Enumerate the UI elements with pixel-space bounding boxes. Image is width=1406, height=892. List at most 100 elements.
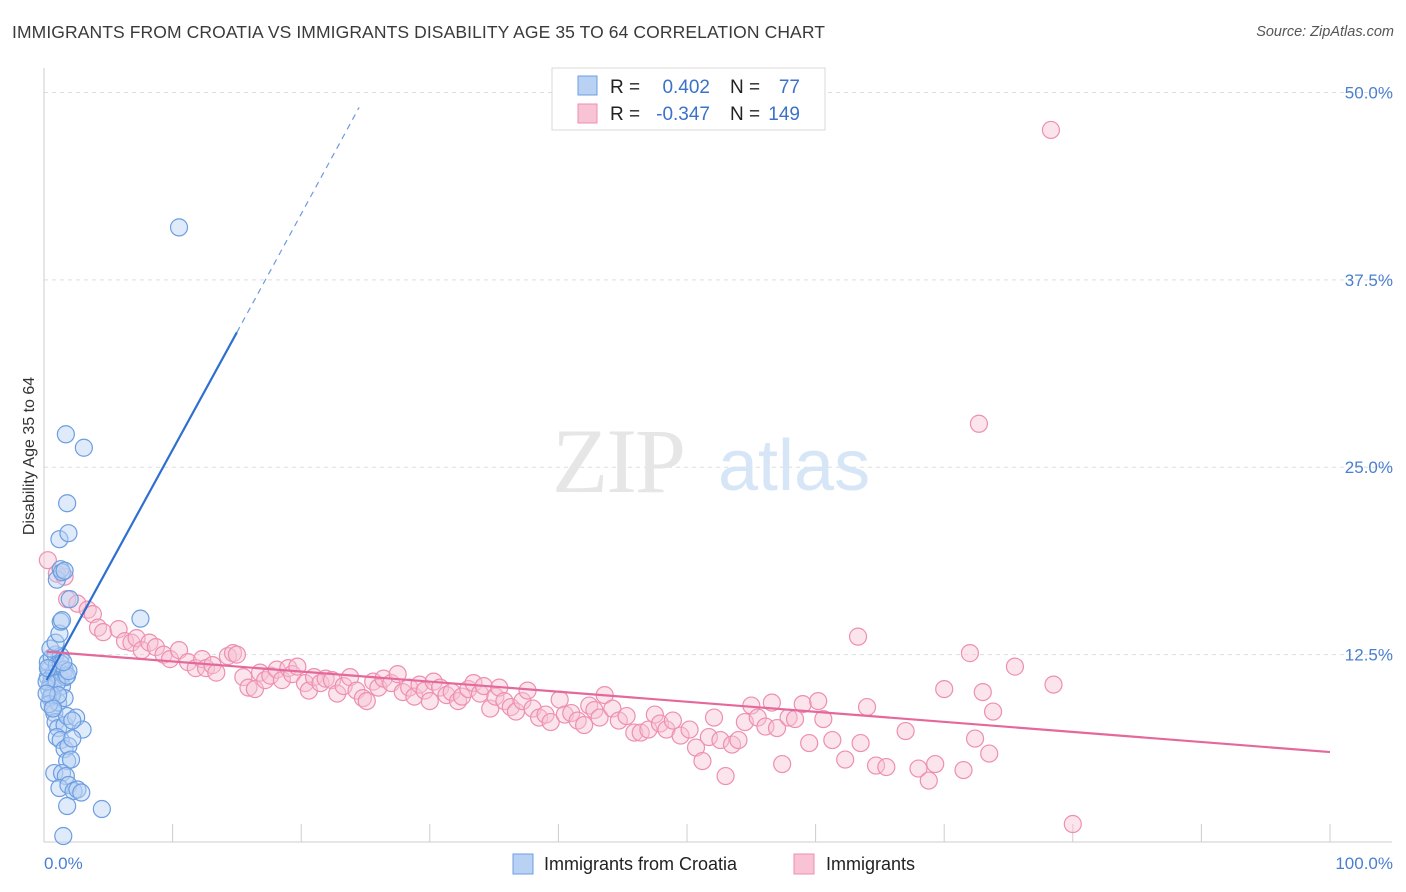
x-tick-labels: 0.0% 100.0%: [44, 854, 1393, 873]
y-tick-labels: 12.5% 25.0% 37.5% 50.0%: [1345, 83, 1393, 664]
legend-r-value-1: 0.402: [662, 77, 710, 98]
point-immigrants-73: [486, 687, 505, 706]
point-immigrants-141: [980, 744, 999, 763]
point-immigrants-103: [671, 726, 690, 745]
point-immigrants-102: [663, 711, 682, 730]
point-immigrants-133: [909, 759, 928, 778]
stats-legend: R = 0.402 N = 77 R = -0.347 N = 149: [551, 67, 826, 131]
point-immigrants-72: [481, 699, 500, 718]
point-immigrants-44: [322, 671, 342, 690]
point-immigrants-109: [711, 730, 730, 750]
point-immigrants-122: [793, 694, 812, 714]
point-croatia-64: [60, 590, 79, 609]
point-croatia-57: [50, 530, 69, 549]
point-immigrants-27: [227, 645, 246, 664]
point-immigrants-0: [38, 551, 57, 570]
point-immigrants-99: [645, 705, 664, 724]
legend-n-label-2: N =: [730, 104, 760, 125]
point-immigrants-116: [756, 717, 775, 736]
bottom-legend-swatch-croatia: [512, 853, 534, 875]
point-immigrants-88: [575, 715, 594, 735]
point-immigrants-124: [809, 691, 828, 711]
y-axis-title: Disability Age 35 to 64: [21, 377, 38, 535]
point-immigrants-136: [935, 679, 954, 699]
trend-line-croatia-extension: [236, 107, 360, 333]
point-immigrants-110: [716, 766, 735, 786]
y-tick-label-0: 12.5%: [1345, 646, 1393, 665]
point-croatia-66: [59, 662, 78, 681]
point-croatia-76: [37, 684, 56, 703]
point-immigrants-91: [590, 708, 609, 727]
point-immigrants-78: [513, 691, 532, 711]
point-immigrants-106: [693, 751, 712, 771]
point-immigrants-69: [464, 674, 483, 693]
point-immigrants-142: [983, 702, 1003, 721]
series-legend: Immigrants from Croatia Immigrants: [512, 853, 915, 875]
point-immigrants-127: [836, 750, 855, 769]
point-immigrants-148: [1063, 814, 1082, 834]
x-tick-label-min: 0.0%: [44, 854, 83, 873]
point-immigrants-145: [848, 627, 868, 646]
bottom-legend-label-croatia: Immigrants from Croatia: [544, 854, 738, 874]
point-immigrants-128: [851, 733, 870, 753]
point-immigrants-28: [234, 668, 253, 687]
point-croatia-61: [74, 438, 93, 457]
point-croatia-41: [61, 750, 81, 769]
point-croatia-50: [92, 799, 111, 819]
point-croatia-49: [72, 783, 91, 802]
point-immigrants-119: [773, 754, 792, 774]
point-immigrants-83: [541, 712, 560, 732]
legend-r-value-2: -0.347: [656, 104, 710, 125]
x-tick-label-max: 100.0%: [1335, 854, 1393, 873]
point-immigrants-64: [437, 685, 456, 705]
gridlines: [44, 91, 1392, 656]
point-immigrants-144: [1044, 675, 1063, 694]
point-croatia-51: [58, 796, 77, 816]
series-immigrants-points: [38, 120, 1082, 834]
point-immigrants-67: [452, 687, 472, 706]
point-immigrants-131: [877, 757, 896, 777]
point-immigrants-121: [785, 709, 805, 729]
point-immigrants-15: [146, 638, 165, 657]
legend-n-label-1: N =: [730, 77, 760, 98]
point-immigrants-134: [919, 771, 938, 790]
point-immigrants-139: [965, 729, 985, 748]
point-immigrants-147: [1041, 120, 1061, 140]
point-croatia-28: [52, 611, 72, 630]
point-immigrants-140: [973, 682, 992, 702]
point-immigrants-30: [245, 679, 265, 699]
point-immigrants-96: [625, 723, 644, 742]
point-immigrants-118: [767, 718, 787, 738]
point-croatia-52: [54, 826, 73, 846]
point-immigrants-125: [814, 709, 833, 729]
point-immigrants-137: [954, 760, 973, 780]
point-immigrants-132: [896, 721, 915, 741]
y-tick-label-2: 37.5%: [1345, 271, 1393, 290]
point-immigrants-108: [704, 708, 724, 727]
legend-r-label-1: R =: [610, 77, 640, 98]
trend-line-immigrants: [46, 650, 1331, 754]
watermark-zip: ZIP: [552, 410, 684, 512]
point-immigrants-146: [969, 414, 989, 433]
point-immigrants-95: [617, 706, 636, 726]
point-immigrants-25: [218, 647, 237, 666]
point-immigrants-10: [115, 632, 135, 651]
legend-n-value-2: 149: [768, 104, 800, 125]
bottom-legend-label-immigrants: Immigrants: [826, 854, 915, 874]
legend-swatch-croatia: [577, 75, 598, 96]
point-croatia-63: [131, 609, 150, 628]
point-immigrants-135: [926, 754, 945, 774]
point-croatia-58: [59, 524, 78, 543]
point-croatia-56: [55, 561, 74, 580]
point-croatia-73: [49, 685, 68, 705]
point-immigrants-112: [729, 730, 748, 750]
point-immigrants-24: [207, 663, 226, 682]
point-croatia-72: [63, 711, 82, 730]
trend-line-croatia: [45, 331, 238, 681]
point-immigrants-123: [800, 733, 819, 753]
point-croatia-25: [46, 633, 65, 652]
point-immigrants-29: [239, 678, 258, 697]
trend-lines: [45, 107, 1331, 754]
legend-r-label-2: R =: [610, 104, 640, 125]
